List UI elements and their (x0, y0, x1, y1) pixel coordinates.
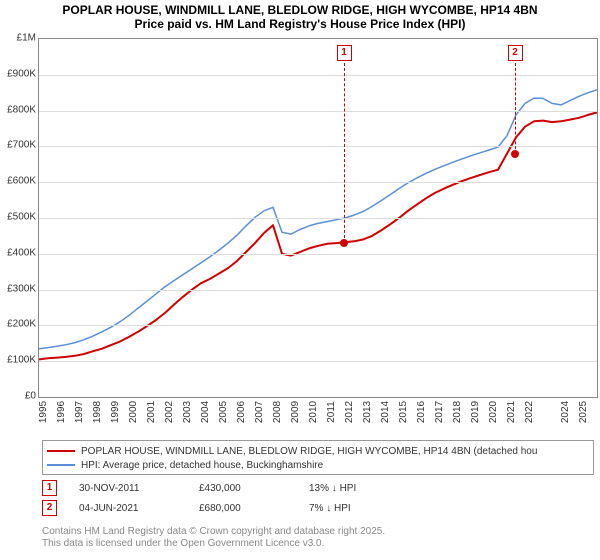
series-hpi (39, 90, 597, 349)
chart-container: POPLAR HOUSE, WINDMILL LANE, BLEDLOW RID… (0, 0, 600, 560)
legend-row: HPI: Average price, detached house, Buck… (47, 458, 589, 472)
x-tick-label: 2001 (146, 401, 157, 423)
x-tick-label: 2004 (200, 401, 211, 423)
x-tick-label: 2014 (380, 401, 391, 423)
x-tick-label: 2011 (326, 401, 337, 423)
x-tick-label: 1995 (38, 401, 49, 423)
x-tick-label: 2019 (470, 401, 481, 423)
sale-point (340, 239, 348, 247)
x-tick-label: 2006 (236, 401, 247, 423)
sales-table: 1 30-NOV-2011£430,00013% ↓ HPI 2 04-JUN-202… (42, 480, 594, 520)
gridline (39, 361, 597, 362)
legend-row: POPLAR HOUSE, WINDMILL LANE, BLEDLOW RID… (47, 444, 589, 458)
marker-label-box: 2 (508, 45, 523, 61)
y-tick-label: £700K (7, 140, 36, 151)
legend: POPLAR HOUSE, WINDMILL LANE, BLEDLOW RID… (42, 440, 594, 475)
x-tick-label: 2000 (128, 401, 139, 423)
legend-label: HPI: Average price, detached house, Buck… (81, 460, 323, 471)
sale-marker: 1 (42, 480, 57, 496)
legend-swatch (47, 464, 75, 466)
legend-label: POPLAR HOUSE, WINDMILL LANE, BLEDLOW RID… (81, 446, 537, 457)
x-tick-label: 2018 (452, 401, 463, 423)
y-tick-label: £400K (7, 247, 36, 258)
sale-date: 04-JUN-2021 (79, 503, 199, 514)
y-tick-label: £600K (7, 176, 36, 187)
sale-row: 2 04-JUN-2021£680,0007% ↓ HPI (42, 500, 594, 516)
y-tick-label: £1M (17, 33, 36, 44)
x-tick-label: 2022 (524, 401, 535, 423)
sale-point (511, 150, 519, 158)
x-tick-label: 2010 (308, 401, 319, 423)
gridline (39, 111, 597, 112)
x-tick-label: 2020 (488, 401, 499, 423)
marker-label-box: 1 (337, 45, 352, 61)
attribution-line-2: This data is licensed under the Open Gov… (42, 538, 385, 550)
x-tick-label: 1999 (110, 401, 121, 423)
x-tick-label: 2021 (506, 401, 517, 423)
chart-area: £0 £100K £200K £300K £400K £500K £600K £700K £80… (0, 38, 600, 428)
sale-row: 1 30-NOV-2011£430,00013% ↓ HPI (42, 480, 594, 496)
title-block: POPLAR HOUSE, WINDMILL LANE, BLEDLOW RID… (0, 0, 600, 31)
x-tick-label: 2003 (182, 401, 193, 423)
y-tick-label: £800K (7, 104, 36, 115)
sale-price: £680,000 (199, 503, 309, 514)
gridline (39, 254, 597, 255)
x-tick-label: 2024 (560, 401, 571, 423)
marker-guide-line (515, 63, 516, 154)
y-tick-label: £100K (7, 355, 36, 366)
x-tick-label: 2005 (218, 401, 229, 423)
y-tick-label: £900K (7, 68, 36, 79)
gridline (39, 325, 597, 326)
y-tick-label: £200K (7, 319, 36, 330)
x-tick-label: 2012 (344, 401, 355, 423)
y-tick-label: £500K (7, 212, 36, 223)
x-axis: 1995 1996 1997 1998 1999 2000 2001 2002 2003 2004… (38, 400, 598, 430)
x-tick-label: 2013 (362, 401, 373, 423)
x-tick-label: 2002 (164, 401, 175, 423)
sale-hpi-diff: 13% ↓ HPI (309, 483, 419, 494)
legend-swatch (47, 450, 75, 452)
title-line-2: Price paid vs. HM Land Registry's House … (0, 17, 600, 31)
sale-marker: 2 (42, 500, 57, 516)
gridline (39, 290, 597, 291)
gridline (39, 182, 597, 183)
x-tick-label: 2009 (290, 401, 301, 423)
gridline (39, 146, 597, 147)
marker-guide-line (344, 63, 345, 243)
x-tick-label: 2016 (416, 401, 427, 423)
attribution-line-1: Contains HM Land Registry data © Crown c… (42, 526, 385, 538)
x-tick-label: 2025 (578, 401, 589, 423)
gridline (39, 75, 597, 76)
x-tick-label: 1997 (74, 401, 85, 423)
sale-price: £430,000 (199, 483, 309, 494)
sale-hpi-diff: 7% ↓ HPI (309, 503, 419, 514)
x-tick-label: 2007 (254, 401, 265, 423)
x-tick-label: 1996 (56, 401, 67, 423)
title-line-1: POPLAR HOUSE, WINDMILL LANE, BLEDLOW RID… (0, 3, 600, 17)
y-axis: £0£100K£200K£300K£400K£500K£600K£700K£80… (0, 38, 38, 398)
plot-area: 12 (38, 38, 598, 398)
gridline (39, 218, 597, 219)
x-tick-label: 1998 (92, 401, 103, 423)
x-tick-label: 2008 (272, 401, 283, 423)
y-tick-label: £300K (7, 283, 36, 294)
y-tick-label: £0 (25, 391, 36, 402)
attribution: Contains HM Land Registry data © Crown c… (42, 526, 385, 550)
x-tick-label: 2017 (434, 401, 445, 423)
x-tick-label: 2015 (398, 401, 409, 423)
sale-date: 30-NOV-2011 (79, 483, 199, 494)
